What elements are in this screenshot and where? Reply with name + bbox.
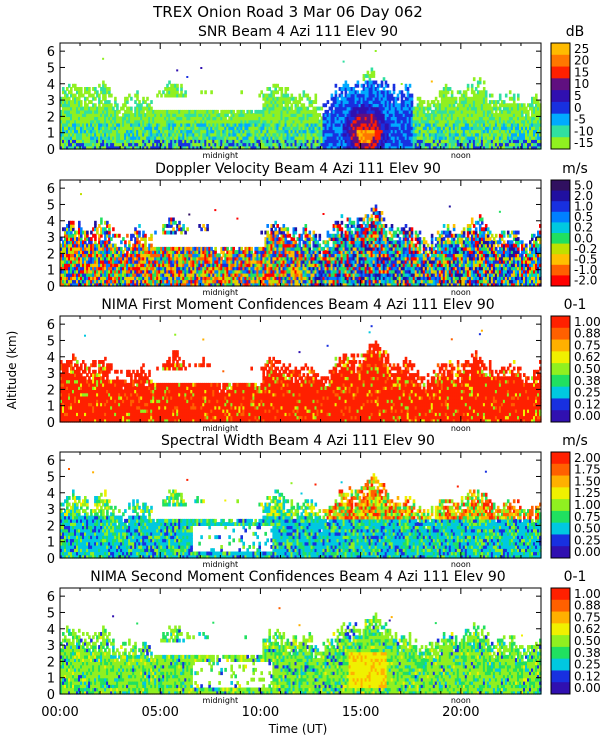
- radar-profiler-figure: TREX Onion Road 3 Mar 06 Day 062 SNR Bea…: [0, 0, 600, 750]
- heatmap-cell: [80, 87, 83, 91]
- colorbar-unit: dB: [566, 24, 585, 40]
- heatmap-cell: [287, 87, 290, 91]
- heatmap-cell: [88, 87, 91, 91]
- panel-1: SNR Beam 4 Azi 111 Elev 90 dB0123456midni…: [47, 24, 594, 160]
- heatmap-cell: [184, 90, 187, 94]
- heatmap-cell: [130, 97, 133, 101]
- heatmap-cell: [108, 87, 111, 91]
- heatmap-cell: [315, 94, 318, 98]
- heatmap-cell: [110, 94, 113, 98]
- heatmap-cell: [130, 107, 133, 111]
- heatmap-cell: [146, 97, 149, 101]
- heatmap-cell: [327, 100, 330, 104]
- heatmap-cell: [281, 87, 284, 91]
- heatmap-cell: [180, 84, 183, 88]
- heatmap-cell: [186, 76, 188, 78]
- heatmap-cell: [150, 100, 153, 104]
- heatmap-cell: [114, 97, 117, 101]
- figure-title: TREX Onion Road 3 Mar 06 Day 062: [152, 3, 423, 21]
- heatmap-cell: [102, 58, 104, 60]
- panels: SNR Beam 4 Azi 111 Elev 90 dB0123456midni…: [47, 24, 600, 705]
- heatmap-cell: [136, 90, 139, 94]
- heatmap-cell: [204, 90, 207, 94]
- heatmap-cell: [210, 90, 213, 94]
- heatmap-cell: [200, 90, 203, 94]
- panel-title: SNR Beam 4 Azi 111 Elev 90: [198, 24, 398, 40]
- heatmap-cell: [80, 100, 83, 104]
- heatmap-cell: [240, 90, 243, 94]
- heatmap-cell: [200, 67, 202, 69]
- heatmap-cell: [176, 69, 178, 71]
- heatmap-cells: [60, 50, 542, 150]
- heatmap-cell: [176, 84, 179, 88]
- heatmap-cell: [116, 103, 119, 107]
